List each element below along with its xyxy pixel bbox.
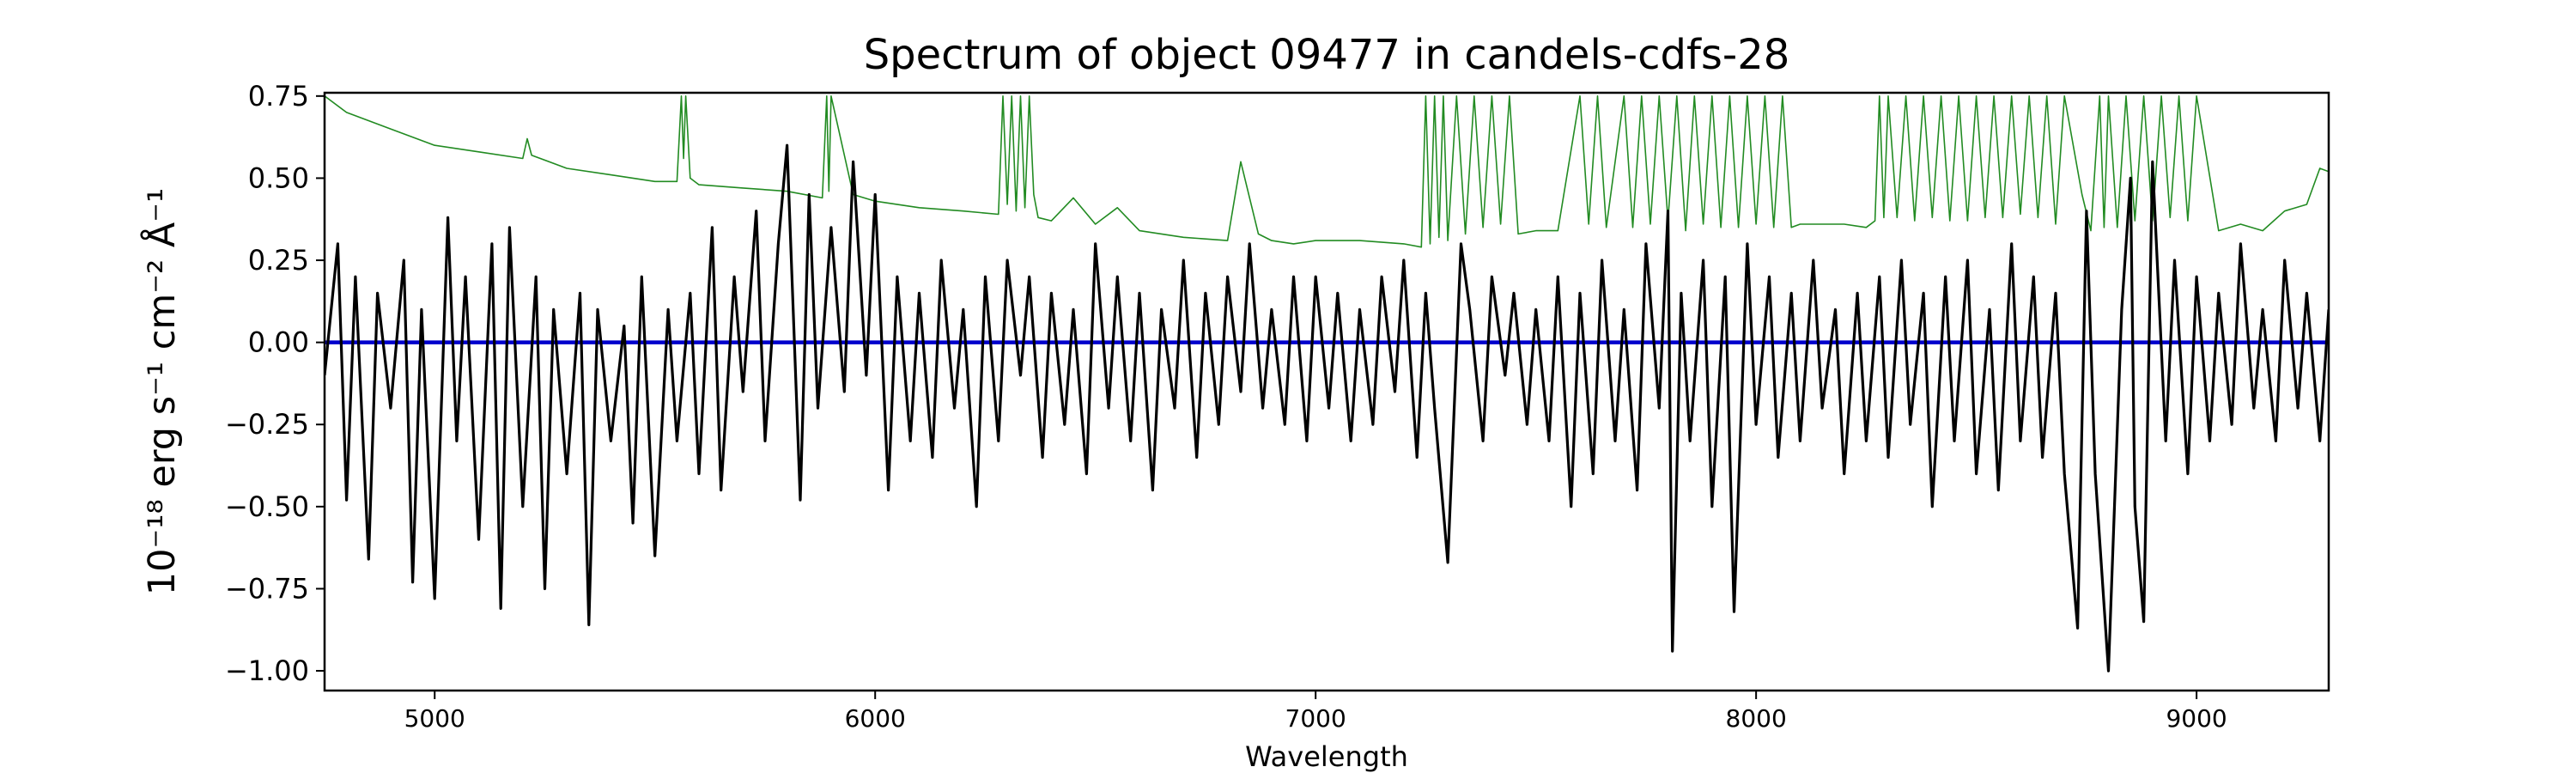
y-tick-label: 0.00 bbox=[248, 326, 309, 359]
y-tick-label: −0.50 bbox=[225, 490, 309, 523]
x-axis: 5000 6000 7000 8000 9000 bbox=[404, 691, 2227, 733]
x-tick-label: 6000 bbox=[845, 704, 906, 733]
series-layer bbox=[325, 95, 2329, 673]
y-axis: 0.75 0.50 0.25 0.00 −0.25 −0.50 −0.75 −1.00 bbox=[225, 80, 325, 687]
chart-title: Spectrum of object 09477 in candels-cdfs… bbox=[864, 31, 1790, 79]
y-tick-label: −0.25 bbox=[225, 408, 309, 441]
noise-line bbox=[325, 95, 2329, 248]
y-tick-label: −1.00 bbox=[225, 654, 309, 687]
x-tick-label: 7000 bbox=[1285, 704, 1346, 733]
y-axis-label: 10⁻¹⁸ erg s⁻¹ cm⁻² Å⁻¹ bbox=[140, 188, 184, 595]
y-tick-label: 0.25 bbox=[248, 244, 309, 277]
y-tick-label: 0.50 bbox=[248, 161, 309, 194]
y-tick-label: 0.75 bbox=[248, 80, 309, 113]
x-axis-label: Wavelength bbox=[1245, 740, 1408, 773]
x-tick-label: 9000 bbox=[2166, 704, 2227, 733]
y-tick-label: −0.75 bbox=[225, 572, 309, 605]
flux-line bbox=[325, 143, 2329, 673]
plot-frame bbox=[323, 91, 2330, 692]
x-tick-label: 8000 bbox=[1726, 704, 1787, 733]
x-tick-label: 5000 bbox=[404, 704, 465, 733]
